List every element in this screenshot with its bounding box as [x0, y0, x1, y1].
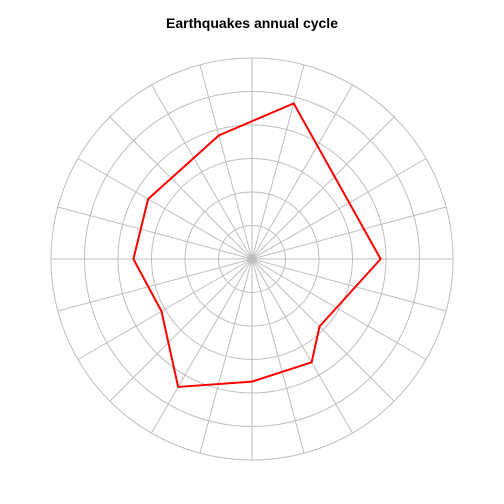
grid-spoke-24: [199, 64, 253, 260]
grid-spoke-17: [77, 258, 253, 360]
series-layer: [132, 102, 382, 388]
grid-spoke-22: [109, 116, 253, 260]
grid-spoke-5: [251, 158, 427, 260]
data-point-9: [147, 198, 149, 200]
data-point-2: [380, 258, 382, 260]
grid-spoke-23: [151, 84, 253, 260]
grid-spoke-9: [251, 258, 427, 360]
data-point-6: [177, 386, 179, 388]
data-point-5: [251, 381, 253, 383]
data-point-10: [218, 134, 220, 136]
grid-spoke-8: [251, 258, 447, 312]
grid-spoke-16: [109, 258, 253, 402]
data-point-3: [319, 326, 321, 328]
grid-spoke-4: [251, 116, 395, 260]
grid-spoke-20: [57, 206, 253, 260]
grid-spoke-3: [251, 84, 353, 260]
grid-spoke-11: [251, 258, 353, 434]
grid-spokes: [51, 58, 453, 460]
grid-spoke-14: [199, 258, 253, 454]
data-point-8: [132, 258, 134, 260]
grid-spoke-18: [57, 258, 253, 312]
grid-spoke-12: [251, 258, 305, 454]
grid-spoke-2: [251, 64, 305, 260]
data-point-1: [293, 102, 295, 104]
data-point-4: [311, 361, 313, 363]
grid-spoke-10: [251, 258, 395, 402]
data-point-7: [160, 310, 162, 312]
chart-title: Earthquakes annual cycle: [166, 15, 338, 31]
grid-spoke-21: [77, 158, 253, 260]
grid-spoke-15: [151, 258, 253, 434]
grid-spoke-6: [251, 206, 447, 260]
series-line-1: [132, 102, 382, 388]
